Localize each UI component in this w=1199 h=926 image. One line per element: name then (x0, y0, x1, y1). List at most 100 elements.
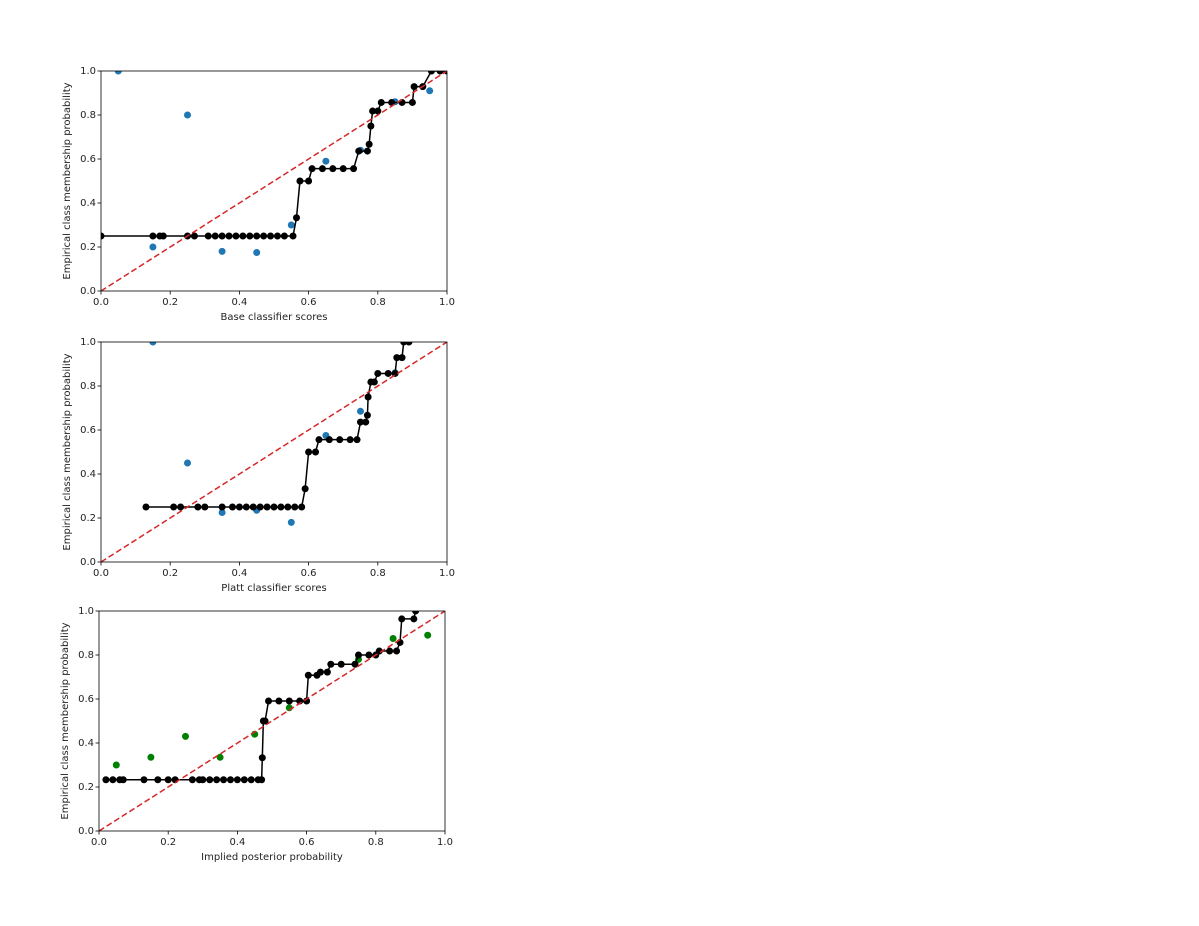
y-tick-label: 0.2 (80, 513, 96, 524)
x-tick-label: 0.6 (301, 568, 317, 579)
point (337, 660, 345, 668)
point (184, 111, 191, 119)
point (247, 776, 255, 784)
point (280, 232, 288, 240)
y-tick-label: 1.0 (80, 66, 96, 77)
point (277, 503, 285, 511)
x-tick-label: 0.8 (370, 297, 386, 308)
y-axis-label: Empirical class membership probability (60, 622, 71, 819)
point (149, 243, 157, 251)
y-tick-label: 0.8 (78, 650, 94, 661)
point (287, 221, 295, 229)
point (232, 232, 240, 240)
y-tick-label: 0.4 (78, 738, 94, 749)
point (142, 503, 150, 511)
point (253, 232, 261, 240)
point (315, 436, 323, 444)
subplot: 0.0 0.2 0.4 0.6 0.8 1.0 0.0 0.2 0.4 0.6 0.8 1.0 Base… (62, 66, 455, 323)
point (159, 232, 167, 240)
point (370, 378, 378, 386)
point (355, 147, 363, 155)
reference-line (101, 71, 447, 291)
y-tick-label: 0.6 (78, 694, 94, 705)
point (384, 369, 392, 377)
point (194, 503, 202, 511)
point (291, 503, 299, 511)
y-tick-label: 1.0 (80, 337, 96, 348)
point (239, 232, 247, 240)
point (363, 147, 371, 155)
point (177, 503, 185, 511)
point (289, 232, 297, 240)
y-tick-label: 0.2 (80, 242, 96, 253)
point (184, 459, 191, 467)
point (188, 776, 196, 784)
point (228, 503, 236, 511)
point (149, 232, 157, 240)
y-tick-label: 0.4 (80, 469, 96, 480)
point (101, 232, 105, 240)
reference-line (99, 611, 445, 831)
point (427, 71, 435, 75)
point (201, 503, 209, 511)
point (226, 776, 234, 784)
point (346, 436, 354, 444)
point (318, 165, 326, 173)
point (240, 776, 248, 784)
x-tick-label: 1.0 (437, 837, 453, 848)
point (365, 651, 373, 659)
point (263, 503, 271, 511)
point (292, 214, 300, 222)
point (190, 232, 198, 240)
point (220, 776, 228, 784)
point (398, 615, 406, 623)
point (316, 668, 324, 676)
y-tick-label: 0.8 (80, 381, 96, 392)
axes-frame (98, 610, 446, 832)
point (357, 418, 364, 426)
point (374, 369, 382, 377)
point (206, 776, 214, 784)
point (323, 668, 331, 676)
point (365, 140, 373, 148)
point (398, 354, 406, 362)
point (357, 407, 364, 415)
y-tick-label: 0.4 (80, 198, 96, 209)
point (204, 232, 212, 240)
x-tick-label: 1.0 (439, 297, 455, 308)
x-axis-label: Base classifier scores (221, 312, 328, 323)
x-axis-label: Implied posterior probability (201, 852, 343, 863)
point (154, 776, 162, 784)
y-axis-label: Empirical class membership probability (62, 353, 73, 550)
point (375, 647, 383, 655)
point (327, 660, 335, 668)
point (102, 776, 110, 784)
y-axis-label: Empirical class membership probability (62, 82, 73, 279)
point (256, 503, 264, 511)
point (304, 671, 312, 679)
point (389, 635, 397, 642)
axes-frame (100, 341, 448, 563)
point (261, 717, 269, 725)
point (109, 776, 117, 784)
y-tick-label: 1.0 (78, 606, 94, 617)
x-tick-label: 0.8 (370, 568, 386, 579)
point (355, 651, 362, 659)
point (393, 354, 401, 362)
point (211, 232, 219, 240)
point (408, 98, 416, 106)
plot-area (99, 611, 445, 831)
series-line (101, 71, 447, 237)
point (405, 342, 413, 346)
point (322, 157, 330, 165)
point (312, 448, 320, 456)
reference-line (101, 342, 447, 562)
y-tick-label: 0.6 (80, 425, 96, 436)
point (273, 232, 281, 240)
point (364, 393, 372, 401)
point (233, 776, 241, 784)
x-tick-label: 1.0 (439, 568, 455, 579)
point (393, 647, 401, 655)
